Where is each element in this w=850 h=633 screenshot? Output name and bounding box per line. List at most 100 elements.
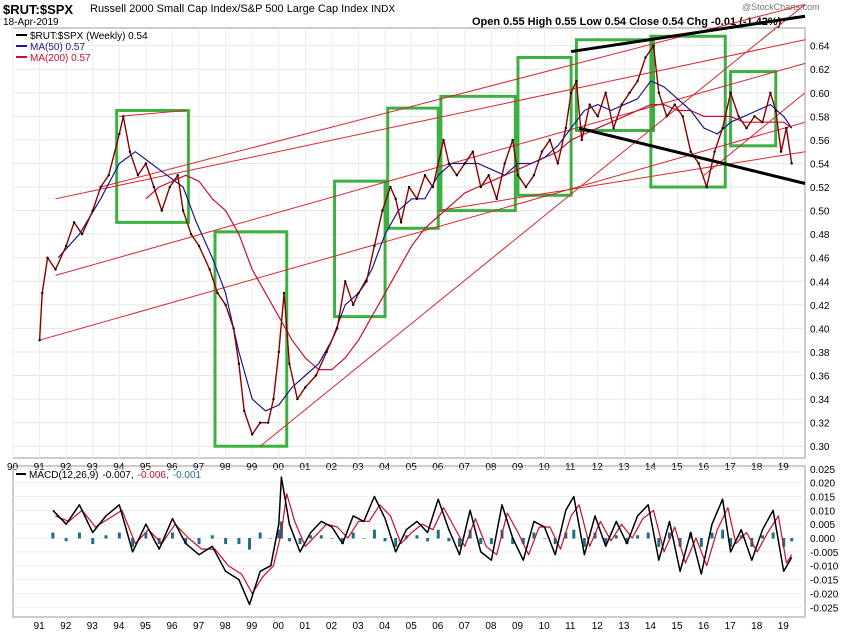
price-point [575,79,578,83]
price-y-tick-label: 0.42 [810,301,830,312]
price-point [495,197,498,201]
price-y-tick-label: 0.50 [810,207,830,218]
price-point [144,162,148,165]
macd-histogram-bar [224,538,228,545]
price-y-tick-label: 0.60 [810,89,830,100]
price-x-tick-label: 92 [60,462,72,473]
price-point [790,162,793,165]
price-x-tick-label: 15 [671,462,683,473]
price-point [774,109,777,112]
price-x-tick-label: 02 [326,462,338,473]
price-legend-entry: MA(200) 0.57 [30,53,91,64]
price-x-tick-label: 93 [87,462,99,473]
macd-y-tick-label: -0.020 [810,589,839,600]
macd-histogram-bar [532,532,536,539]
macd-x-tick-label: 95 [140,621,152,632]
price-y-tick-label: 0.36 [810,372,830,383]
macd-histogram-bar [298,538,302,545]
price-point [569,91,573,94]
macd-y-tick-label: 0.020 [810,479,835,490]
price-point [282,291,286,295]
price-point [548,138,552,142]
price-point [471,150,474,153]
macd-histogram-bar [636,535,640,539]
macd-y-tick-label: -0.010 [810,562,839,573]
macd-histogram-bar [436,529,440,539]
price-y-tick-label: 0.34 [810,395,830,406]
price-legend-entry: $RUT:$SPX (Weekly) 0.54 [30,31,148,42]
price-point [107,174,110,177]
price-point [689,150,692,153]
macd-histogram-bar [77,532,81,539]
price-point [652,44,655,47]
price-point [54,268,57,271]
price-point [296,397,299,401]
price-point [524,185,528,189]
price-point [564,126,568,130]
macd-histogram-bar [287,538,291,542]
price-x-tick-label: 12 [592,462,604,473]
price-point [745,126,748,130]
price-x-tick-label: 04 [379,462,391,473]
price-point [407,185,411,189]
price-point [243,409,246,413]
macd-histogram-bar [604,538,608,545]
macd-x-tick-label: 93 [87,621,99,632]
macd-histogram-bar [739,535,743,539]
ma200-line [145,103,793,371]
price-point [160,209,164,212]
price-point [455,174,459,177]
watermark: @StockCharts.com [742,2,820,12]
macd-histogram-bar [341,538,345,545]
price-point [344,280,347,283]
highlight-box [333,179,387,319]
macd-x-tick-label: 07 [459,621,471,632]
price-point [122,115,125,118]
macd-histogram-bar [258,532,262,539]
price-x-tick-label: 96 [166,462,178,473]
price-point [288,362,291,365]
macd-histogram-bar [64,538,68,542]
price-point [721,126,724,130]
price-x-tick-label: 95 [140,462,152,473]
macd-x-tick-label: 98 [220,621,232,632]
macd-x-tick-label: 05 [406,621,418,632]
macd-y-tick-label: 0.000 [810,534,835,545]
macd-histogram-bar [447,538,451,542]
price-point [596,115,599,118]
macd-x-tick-label: 02 [326,621,338,632]
macd-x-tick-label: 01 [299,621,311,632]
macd-x-tick-label: 14 [645,621,657,632]
highlight-box [213,230,289,448]
macd-y-tick-label: 0.025 [810,465,835,476]
price-point [620,103,623,106]
macd-histogram-bar [593,532,597,539]
macd-x-tick-label: 18 [751,621,763,632]
price-point [336,327,339,330]
red-trendline [259,4,806,447]
macd-histogram-bar [372,529,376,539]
macd-x-tick-label: 96 [166,621,178,632]
price-x-tick-label: 07 [459,462,471,473]
highlight-box [439,94,517,213]
macd-histogram-bar [564,532,568,539]
macd-x-tick-label: 94 [113,621,125,632]
macd-histogram-bar [457,538,461,547]
macd-x-tick-label: 12 [592,621,604,632]
price-point [604,91,607,94]
price-point [314,374,318,377]
macd-histogram-bar [309,535,313,539]
macd-histogram-bar [721,529,725,539]
macd-histogram-bar [521,538,525,545]
red-trendline [119,109,186,117]
price-point [673,103,676,106]
macd-histogram-bar [771,532,775,539]
chart-description: Russell 2000 Small Cap Index/S&P 500 Lar… [90,3,395,15]
price-x-tick-label: 13 [618,462,630,473]
price-point [304,386,307,389]
chart-description-text: Russell 2000 Small Cap Index/S&P 500 Lar… [90,3,369,15]
macd-y-tick-label: -0.015 [810,576,839,587]
price-x-tick-label: 08 [485,462,497,473]
price-point [46,256,49,259]
